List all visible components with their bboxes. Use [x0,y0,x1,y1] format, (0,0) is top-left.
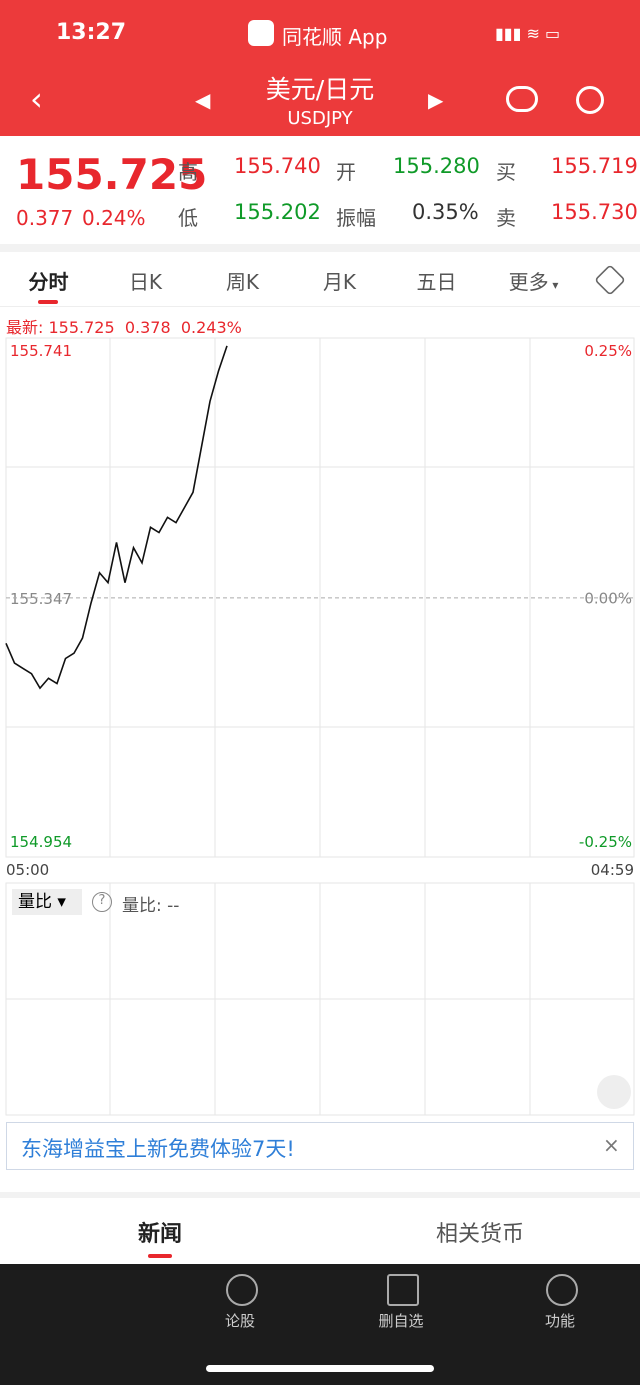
y-tick-label: 154.954 [10,833,72,851]
icon [387,1274,419,1306]
y-tick-label: 155.347 [10,590,72,608]
field-value: 155.202 [234,200,321,224]
status-time: 13:27 [56,20,127,45]
app-icon [248,20,274,46]
field-value: 155.719 [551,154,638,178]
y2-tick-label: -0.25% [579,833,632,851]
status-icons: ▮▮▮ ≋ ▭ [495,24,561,43]
field-value: 155.740 [234,154,321,178]
field-label: 卖 [496,206,516,230]
symbol: USDJPY [287,108,353,129]
latest-label: 最新: [6,318,44,337]
field-value: 0.35% [412,200,479,224]
back-button[interactable]: ‹ [30,80,43,118]
tab[interactable]: 更多 ▾ [508,270,559,294]
y2-tick-label: 0.25% [584,342,632,360]
y-tick-label: 155.741 [10,342,72,360]
banner-text: 东海增益宝上新免费体验7天! [21,1137,295,1161]
chart: 05:00 04:59 154.954 155.347 155.741 -0.25% 0… [5,337,635,1116]
field-label: 开 [336,160,356,184]
bottom-tabs: 新闻 相关货币 [0,1198,640,1264]
tab[interactable]: 日K [128,270,163,294]
toolbar-item[interactable]: 论股 [224,1312,255,1330]
field-label: 振幅 [336,206,376,230]
field-label: 买 [496,160,516,184]
title: 美元/日元 [265,75,375,104]
bottom-tab[interactable]: 新闻 [137,1222,182,1247]
price-line [5,345,228,690]
volume-selector[interactable]: 量比 ▾ [12,889,82,915]
prev-button[interactable]: ◀ [195,88,211,112]
toolbar: 论股 删自选 功能 [0,1264,640,1385]
field-value: 155.730 [551,200,638,224]
toolbar-item[interactable]: 功能 [544,1312,575,1330]
fullscreen-button[interactable] [597,1075,631,1109]
field-value: 155.280 [393,154,480,178]
y2-tick-label: 0.00% [584,590,632,608]
tab-bar: 分时 日K 周K 月K 五日 更多 ▾ [0,252,640,307]
help-icon[interactable]: ? [92,892,112,912]
x-label: 04:59 [591,861,634,879]
robot-icon[interactable] [506,86,538,112]
bottom-tab[interactable]: 相关货币 [435,1222,524,1247]
active-indicator [38,300,58,304]
tab[interactable]: 分时 [28,270,69,294]
latest: 最新: 155.725 0.378 0.243% [6,314,242,338]
banner[interactable]: 东海增益宝上新免费体验7天! × [6,1122,634,1170]
field-label: 高 [178,160,198,184]
quote-panel: 155.725 0.377 0.24% 高 155.740 开 155.280 … [0,136,640,244]
tab[interactable]: 五日 [416,270,457,294]
change: 0.377 [16,206,74,230]
latest-price: 155.725 [48,318,115,337]
volume-selector-label: 量比 [18,892,52,912]
volume-label: 量比: -- [122,896,180,916]
active-indicator [148,1254,172,1258]
search-icon[interactable] [576,86,604,114]
close-button[interactable]: × [603,1133,620,1157]
field-label: 低 [178,206,198,230]
tab[interactable]: 周K [225,270,260,294]
percent: 0.24% [82,206,146,230]
tab[interactable]: 月K [322,270,357,294]
top-bar: 13:27 同花顺 App ▮▮▮ ≋ ▭ ‹ ◀ 美元/日元 USDJPY ▶ [0,0,640,136]
x-label: 05:00 [6,861,49,879]
latest-percent: 0.243% [180,318,242,337]
status-app: 同花顺 App [282,25,388,49]
latest-change: 0.378 [124,318,171,337]
toolbar-item[interactable]: 删自选 [378,1312,424,1330]
grid-frame [5,337,635,1116]
icon [546,1274,578,1306]
next-button[interactable]: ▶ [428,88,444,112]
price: 155.725 [16,150,208,199]
icon [226,1274,258,1306]
home-indicator [206,1365,434,1372]
